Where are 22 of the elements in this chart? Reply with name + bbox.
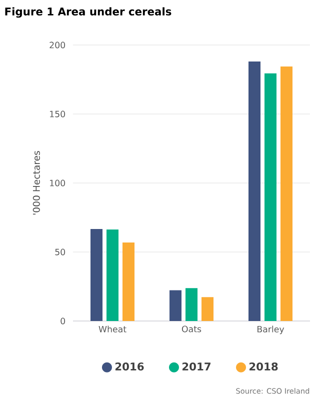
bar	[280, 66, 292, 321]
bar	[248, 62, 260, 321]
y-axis-title: '000 Hectares	[32, 151, 40, 215]
y-tick-label: 100	[50, 180, 66, 186]
bar	[169, 290, 182, 321]
chart-title: Figure 1 Area under cereals	[5, 7, 172, 18]
bar	[90, 228, 102, 321]
y-tick-label: 50	[55, 248, 66, 256]
bar	[201, 297, 214, 321]
bar	[185, 288, 198, 321]
x-tick-label: Wheat	[98, 326, 126, 332]
legend-label: 2018	[250, 362, 278, 371]
y-tick-label: 200	[50, 42, 66, 48]
bar	[106, 230, 118, 321]
legend-label: 2016	[115, 362, 144, 371]
bar	[122, 242, 134, 321]
y-tick-label: 0	[60, 318, 66, 324]
x-tick-label: Barley	[258, 326, 284, 334]
x-tick-label: Oats	[182, 326, 202, 332]
bar	[264, 73, 276, 321]
legend-label: 2017	[182, 362, 210, 371]
y-tick-label: 150	[50, 110, 66, 118]
